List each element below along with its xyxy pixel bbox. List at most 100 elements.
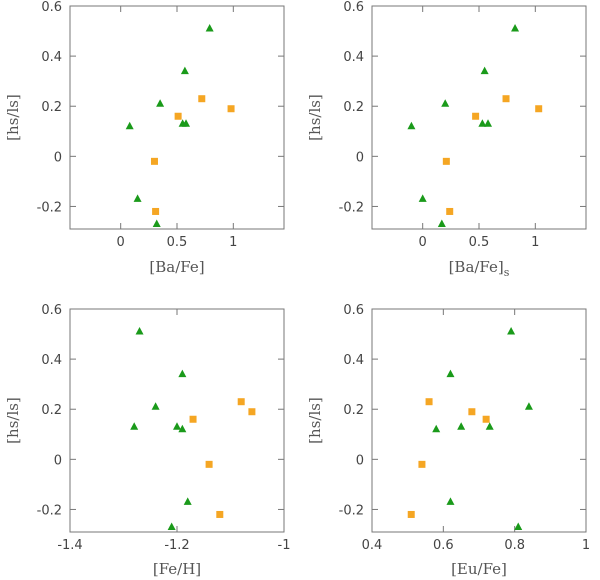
y-axis-label: [hs/ls] bbox=[306, 94, 324, 141]
y-tick-label: 0.6 bbox=[41, 0, 62, 15]
tick-marks bbox=[372, 5, 586, 229]
square-point bbox=[407, 510, 415, 518]
x-tick-label: 1 bbox=[582, 538, 590, 553]
triangle-point bbox=[133, 194, 142, 202]
triangle-point bbox=[156, 99, 165, 107]
triangle-point bbox=[173, 422, 181, 430]
x-tick-label: 1 bbox=[531, 235, 539, 250]
x-axis-label: [Ba/Fe] bbox=[149, 258, 204, 276]
square-point bbox=[150, 157, 158, 165]
triangle-point bbox=[441, 99, 450, 107]
x-axis-label: [Eu/Fe] bbox=[451, 560, 507, 578]
triangle-point bbox=[478, 119, 487, 127]
y-tick-label: 0 bbox=[54, 150, 62, 165]
triangle-point bbox=[130, 422, 139, 430]
y-tick-label: 0.4 bbox=[41, 50, 62, 65]
x-tick-label: 0 bbox=[419, 235, 427, 250]
y-tick-label: 0.4 bbox=[343, 50, 364, 65]
data-marks bbox=[407, 24, 543, 227]
square-point bbox=[189, 415, 197, 423]
y-tick-label: 0.2 bbox=[41, 100, 62, 115]
square-point bbox=[418, 460, 426, 468]
data-marks bbox=[125, 24, 235, 227]
y-tick-label: 0 bbox=[356, 453, 364, 468]
triangle-point bbox=[446, 497, 455, 505]
y-tick-label: 0 bbox=[356, 150, 364, 165]
x-tick-label: 0 bbox=[117, 235, 125, 250]
triangle-point bbox=[432, 424, 441, 433]
triangle-point bbox=[457, 422, 466, 430]
triangle-point bbox=[125, 121, 134, 130]
square-point bbox=[237, 398, 245, 406]
y-tick-label: 0.4 bbox=[41, 353, 62, 368]
panel-fe-h: -1.4 -1.2 -1 -0.2 0 0.2 0.4 0.6 [Fe/H] [hs/ls] bbox=[4, 303, 290, 578]
triangle-point bbox=[480, 66, 489, 75]
y-tick-label: -0.2 bbox=[37, 503, 62, 518]
triangle-point bbox=[418, 194, 427, 202]
y-tick-label: 0.6 bbox=[343, 0, 364, 15]
square-point bbox=[502, 95, 510, 103]
x-axis-label: [Ba/Fe]s bbox=[449, 258, 510, 279]
triangle-point bbox=[407, 121, 416, 130]
triangle-point bbox=[484, 119, 493, 127]
y-tick-label: 0 bbox=[54, 453, 62, 468]
square-point bbox=[227, 105, 235, 113]
tick-labels: 0 0.5 1 -0.2 0 0.2 0.4 0.6 bbox=[37, 0, 238, 250]
triangle-point bbox=[151, 402, 160, 410]
triangle-point bbox=[507, 327, 516, 335]
y-tick-label: 0.2 bbox=[41, 403, 62, 418]
square-point bbox=[442, 157, 450, 165]
tick-marks bbox=[69, 308, 285, 532]
y-tick-label: 0.4 bbox=[343, 353, 364, 368]
tick-marks bbox=[371, 308, 587, 532]
y-tick-label: -0.2 bbox=[339, 503, 364, 518]
triangle-point bbox=[437, 219, 446, 227]
y-tick-label: 0.6 bbox=[41, 303, 62, 318]
x-tick-label: -1.2 bbox=[164, 538, 189, 553]
x-tick-label: -1 bbox=[278, 538, 291, 553]
x-tick-label: -1.4 bbox=[57, 538, 82, 553]
tick-labels: 0.4 0.6 0.8 1 -0.2 0 0.2 0.4 0.6 bbox=[339, 303, 591, 553]
x-tick-label: 0.4 bbox=[362, 538, 383, 553]
x-tick-label: 0.6 bbox=[433, 538, 454, 553]
panel-ba-fe: 0 0.5 1 -0.2 0 0.2 0.4 0.6 [Ba/Fe] [hs/ls] bbox=[4, 0, 285, 276]
x-axis-label: [Fe/H] bbox=[153, 560, 201, 578]
plot-frame bbox=[69, 308, 285, 533]
panel-eu-fe: 0.4 0.6 0.8 1 -0.2 0 0.2 0.4 0.6 [Eu/Fe] [hs/ls] bbox=[306, 303, 590, 578]
square-point bbox=[425, 398, 433, 406]
triangle-point bbox=[182, 119, 191, 127]
triangle-point bbox=[135, 327, 144, 335]
square-point bbox=[248, 408, 256, 416]
triangle-point bbox=[446, 369, 455, 378]
y-axis-label: [hs/ls] bbox=[306, 397, 324, 444]
triangle-point bbox=[511, 24, 520, 32]
tick-labels: 0 0.5 1 -0.2 0 0.2 0.4 0.6 bbox=[339, 0, 540, 250]
square-point bbox=[174, 112, 182, 120]
x-tick-label: 0.8 bbox=[504, 538, 525, 553]
square-point bbox=[446, 207, 454, 215]
y-axis-label: [hs/ls] bbox=[4, 94, 22, 141]
tick-marks bbox=[70, 5, 284, 229]
triangle-point bbox=[205, 24, 214, 32]
x-tick-label: 0.5 bbox=[469, 235, 490, 250]
triangle-point bbox=[485, 422, 494, 430]
triangle-point bbox=[183, 497, 192, 505]
square-point bbox=[152, 207, 160, 215]
square-point bbox=[482, 415, 490, 423]
triangle-point bbox=[524, 402, 533, 410]
triangle-point bbox=[152, 219, 161, 227]
triangle-point bbox=[178, 369, 187, 378]
y-axis-label: [hs/ls] bbox=[4, 397, 22, 444]
y-tick-label: -0.2 bbox=[339, 200, 364, 215]
square-point bbox=[468, 408, 476, 416]
y-tick-label: 0.2 bbox=[343, 100, 364, 115]
y-tick-label: -0.2 bbox=[37, 200, 62, 215]
triangle-point bbox=[514, 522, 523, 530]
plot-frame bbox=[371, 308, 587, 533]
square-point bbox=[472, 112, 480, 120]
square-point bbox=[535, 105, 543, 113]
square-point bbox=[198, 95, 206, 103]
panel-ba-fe-s: 0 0.5 1 -0.2 0 0.2 0.4 0.6 [Ba/Fe]s [hs/ls] bbox=[306, 0, 587, 279]
data-marks bbox=[130, 327, 256, 530]
